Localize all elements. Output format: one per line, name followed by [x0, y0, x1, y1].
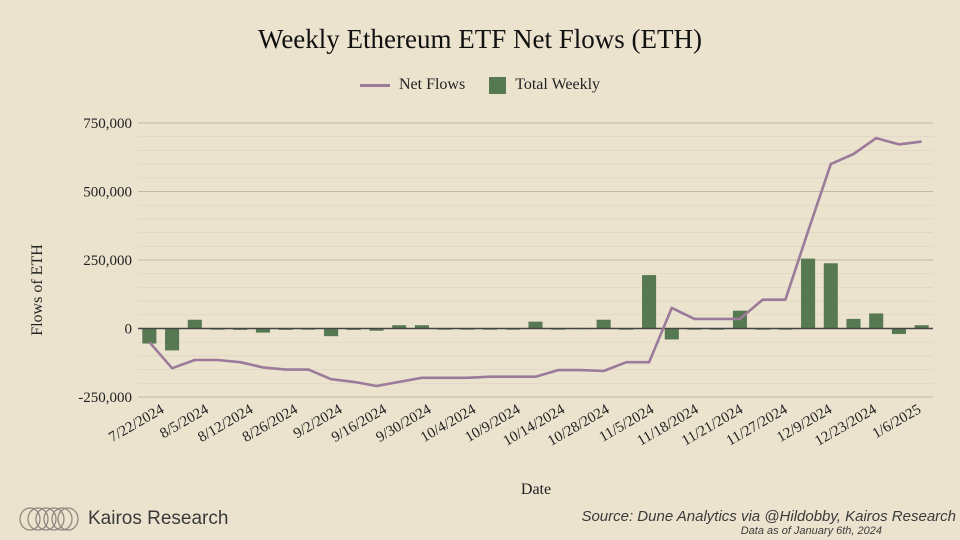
legend-label-net-flows: Net Flows	[398, 76, 466, 93]
brand-name: Kairos Research	[88, 508, 229, 529]
bar-total-weekly	[596, 319, 611, 329]
data-as-of-text: Data as of January 6th, 2024	[740, 525, 882, 537]
bar-total-weekly	[187, 319, 202, 329]
net-flows-polyline	[148, 136, 922, 388]
x-axis-label: Date	[521, 481, 551, 498]
chart-title: Weekly Ethereum ETF Net Flows (ETH)	[258, 24, 702, 54]
x-tick-label: 1/6/2025	[870, 402, 924, 443]
y-tick-label: 250,000	[83, 253, 132, 269]
bar-total-weekly	[869, 313, 884, 329]
y-axis-ticks: 750,000 500,000 250,000 0 -250,000	[78, 116, 132, 406]
legend: Net Flows Total Weekly	[0, 76, 960, 94]
bar-total-weekly	[324, 328, 339, 337]
y-axis-label: Flows of ETH	[29, 244, 46, 336]
x-axis-ticks: 7/22/20248/5/20248/12/20248/26/20249/2/2…	[106, 401, 924, 449]
legend-item-net-flows: Net Flows	[359, 76, 466, 94]
brand: Kairos Research	[18, 506, 228, 532]
bar-total-weekly	[914, 325, 929, 329]
x-tick-label: 7/22/2024	[106, 401, 167, 446]
source-text: Source: Dune Analytics via @Hildobby, Ka…	[581, 508, 956, 525]
bar-total-weekly	[165, 328, 180, 351]
line-net-flows	[148, 136, 922, 388]
bar-total-weekly	[801, 258, 816, 329]
legend-bar-swatch	[489, 76, 507, 94]
bar-total-weekly	[414, 325, 429, 329]
bar-total-weekly	[369, 328, 384, 331]
bar-total-weekly	[142, 328, 157, 344]
bar-total-weekly	[664, 328, 679, 340]
kairos-logo-icon	[19, 507, 79, 531]
bar-total-weekly	[642, 275, 657, 329]
bars-total-weekly	[142, 258, 929, 351]
bar-total-weekly	[846, 318, 861, 329]
legend-item-total-weekly: Total Weekly	[489, 76, 600, 94]
legend-line-swatch	[359, 83, 390, 87]
y-tick-label: -250,000	[78, 390, 132, 406]
bar-total-weekly	[891, 328, 906, 334]
legend-label-total-weekly: Total Weekly	[515, 76, 601, 93]
bar-total-weekly	[823, 263, 838, 329]
source-note: Source: Dune Analytics via @Hildobby, Ka…	[581, 508, 956, 537]
bar-total-weekly	[392, 325, 407, 329]
y-tick-label: 750,000	[83, 116, 132, 132]
bar-total-weekly	[528, 321, 543, 329]
y-tick-label: 500,000	[83, 185, 132, 201]
y-tick-label: 0	[125, 322, 133, 338]
bar-total-weekly	[255, 328, 270, 333]
